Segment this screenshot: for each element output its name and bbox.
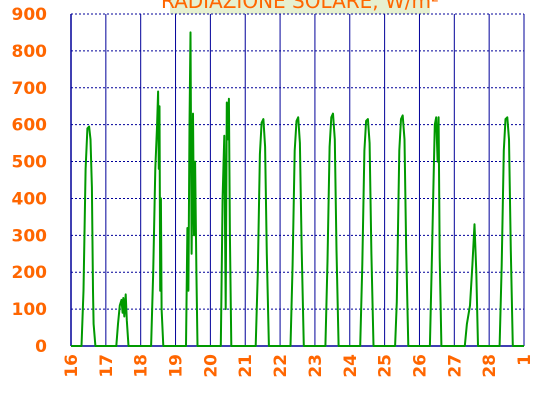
title-background — [170, 0, 430, 14]
x-tick-label: 25 — [376, 354, 396, 378]
y-tick-label: 100 — [12, 300, 48, 320]
chart-title: RADIAZIONE SOLARE, W/m² — [161, 0, 439, 13]
chart-title-area: RADIAZIONE SOLARE, W/m² — [161, 0, 439, 14]
y-tick-label: 500 — [12, 153, 48, 173]
x-tick-labels: 16 17 18 19 20 21 22 23 24 25 26 27 28 1 — [62, 354, 534, 378]
x-tick-label: 21 — [236, 354, 256, 378]
x-tick-label: 26 — [410, 354, 430, 378]
y-tick-label: 600 — [12, 116, 48, 136]
series-line-1 — [71, 31, 524, 347]
y-tick-label: 700 — [12, 79, 48, 99]
x-tick-label: 16 — [62, 354, 82, 378]
y-tick-label: 200 — [12, 263, 48, 283]
y-tick-label: 400 — [12, 189, 48, 209]
axes — [70, 14, 525, 347]
x-tick-label: 23 — [306, 354, 326, 378]
x-tick-label: 22 — [271, 354, 291, 378]
x-tick-label: 17 — [97, 354, 117, 378]
x-tick-label: 28 — [480, 354, 500, 378]
y-tick-label: 800 — [12, 42, 48, 62]
x-tick-label: 1 — [515, 354, 534, 366]
x-tick-label: 18 — [132, 354, 152, 378]
y-tick-labels: 0 100 200 300 400 500 600 700 800 900 — [12, 5, 48, 357]
y-tick-label: 0 — [35, 337, 47, 357]
grid — [70, 13, 525, 347]
x-tick-label: 20 — [201, 354, 221, 378]
y-tick-label: 300 — [12, 226, 48, 246]
x-tick-label: 19 — [167, 354, 187, 378]
x-tick-label: 24 — [341, 354, 361, 378]
series-layer — [71, 31, 524, 347]
y-tick-label: 900 — [12, 5, 48, 25]
x-tick-label: 27 — [445, 354, 465, 378]
